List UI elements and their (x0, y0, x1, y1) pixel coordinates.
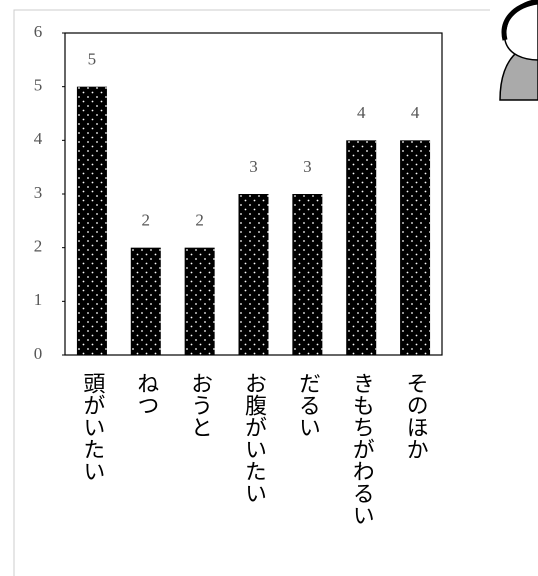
x-tick-label: ねつ (133, 372, 158, 416)
y-tick-label: 5 (34, 76, 43, 95)
bar-pattern (184, 247, 215, 355)
data-label: 5 (88, 50, 97, 69)
data-label: 3 (303, 157, 312, 176)
x-tick-label: 頭がいたい (79, 372, 105, 482)
y-tick-label: 2 (34, 237, 43, 256)
illustration (499, 0, 538, 101)
bar-pattern (292, 194, 323, 355)
y-tick-label: 1 (34, 290, 43, 309)
bar-pattern (400, 140, 431, 355)
y-tick-label: 6 (34, 22, 43, 41)
x-tick-label: お腹がいたい (241, 372, 267, 504)
y-tick-label: 0 (34, 344, 43, 363)
x-tick-label: きもちがわるい (349, 372, 374, 526)
data-label: 4 (411, 103, 420, 122)
bar-pattern (130, 247, 161, 355)
x-tick-label: おうと (187, 372, 212, 438)
bar-pattern (346, 140, 377, 355)
y-tick-label: 3 (34, 183, 43, 202)
y-tick-label: 4 (34, 129, 43, 148)
data-label: 2 (195, 211, 204, 230)
x-tick-label: そのほか (403, 372, 428, 460)
x-tick-label: だるい (295, 372, 320, 438)
bar-pattern (238, 194, 269, 355)
data-label: 2 (142, 211, 151, 230)
data-label: 3 (249, 157, 258, 176)
data-label: 4 (357, 103, 366, 122)
outer-frame (13, 9, 490, 576)
bar-pattern (76, 86, 107, 356)
